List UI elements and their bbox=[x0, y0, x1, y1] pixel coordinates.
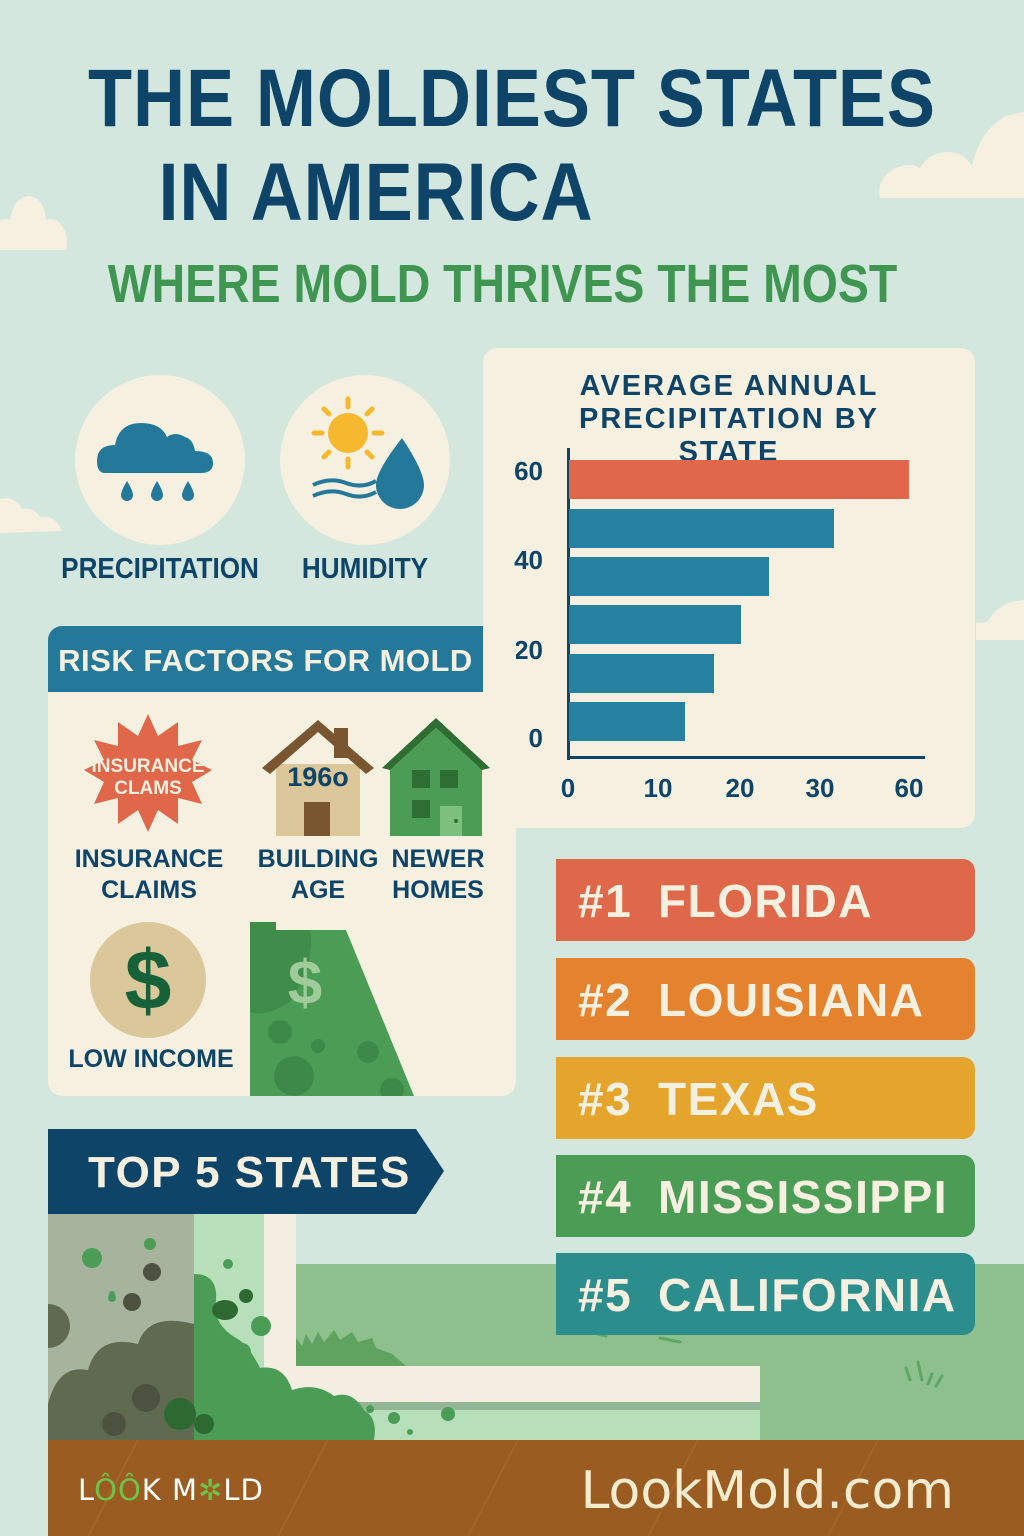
chart-bar-2 bbox=[569, 509, 834, 548]
green-grass-clump bbox=[296, 1330, 406, 1366]
y-tick-40: 40 bbox=[514, 545, 543, 575]
chart-title-text: AVERAGE ANNUAL PRECIPITATION BY STATE bbox=[579, 370, 879, 468]
precipitation-label: PRECIPITATION bbox=[61, 553, 259, 585]
starburst-icon bbox=[84, 714, 212, 832]
page-title-line1: THE MOLDIEST STATES bbox=[88, 53, 936, 144]
state-name: FLORIDA bbox=[658, 875, 873, 927]
building-age-label: BUILDING AGE bbox=[257, 845, 379, 904]
risk-factors-header bbox=[48, 626, 483, 692]
risk-factors-heading: RISK FACTORS FOR MOLD bbox=[58, 643, 473, 678]
chart-bar-4 bbox=[569, 605, 741, 644]
sun-humidity-drop-icon bbox=[311, 396, 424, 509]
old-house-icon bbox=[262, 720, 374, 836]
y-axis-line bbox=[567, 448, 570, 760]
cloud-decoration bbox=[879, 112, 1024, 198]
chart-bar-5 bbox=[569, 654, 714, 693]
risk-factors-panel: RISK FACTORS FOR MOLD INSURANCE CLAMS IN… bbox=[48, 626, 516, 1096]
low-income-label: LOW INCOME bbox=[68, 1045, 234, 1073]
mold-spore-icon: ✲ bbox=[198, 1473, 224, 1507]
rank-number: #1 bbox=[578, 875, 633, 927]
frame-shadow bbox=[258, 1402, 760, 1410]
lookmold-logo[interactable]: LÔÔK M✲LD bbox=[78, 1473, 264, 1507]
y-tick-60: 60 bbox=[514, 456, 543, 486]
rank-number: #5 bbox=[578, 1269, 633, 1321]
moldy-dollar-bill-icon: $ bbox=[250, 922, 414, 1096]
x-tick-60: 60 bbox=[894, 773, 924, 803]
rank-item-florida: #1 FLORIDA bbox=[556, 859, 975, 941]
x-tick-10: 10 bbox=[643, 773, 673, 803]
humidity-label: HUMIDITY bbox=[301, 553, 429, 585]
page-subtitle: WHERE MOLD THRIVES THE MOST bbox=[107, 254, 898, 314]
x-axis-line bbox=[567, 756, 925, 759]
rank-number: #3 bbox=[578, 1073, 633, 1125]
new-house-icon bbox=[382, 718, 490, 836]
y-tick-0: 0 bbox=[528, 723, 543, 753]
svg-text:$: $ bbox=[288, 949, 322, 1018]
state-name: TEXAS bbox=[658, 1073, 819, 1125]
top-states-banner-text: TOP 5 STATES bbox=[88, 1148, 411, 1197]
website-link[interactable]: LookMold.com bbox=[580, 1461, 954, 1521]
humidity-badge bbox=[280, 375, 450, 545]
eyes-icon: ÔÔ bbox=[94, 1473, 142, 1507]
rain-cloud-icon bbox=[97, 423, 213, 501]
rank-number: #2 bbox=[578, 974, 633, 1026]
newer-homes-label: NEWER HOMES bbox=[391, 845, 485, 904]
cloud-decoration bbox=[0, 196, 67, 250]
rank-item-louisiana: #2 LOUISIANA bbox=[556, 958, 975, 1040]
mold-spots-decoration bbox=[48, 1238, 455, 1440]
chart-bar-1 bbox=[569, 460, 909, 499]
rank-item-texas: #3 TEXAS bbox=[556, 1057, 975, 1139]
top-states-banner bbox=[48, 1129, 444, 1214]
starburst-text: INSURANCE CLAMS bbox=[91, 756, 205, 799]
chart-bar-3 bbox=[569, 557, 769, 596]
chart-title: AVERAGE ANNUAL PRECIPITATION BY STATE bbox=[483, 370, 975, 469]
house-year-text: 196o bbox=[287, 762, 349, 792]
chart-bar-6 bbox=[569, 702, 685, 741]
insurance-claims-label: INSURANCE CLAIMS bbox=[74, 845, 224, 904]
x-tick-20: 20 bbox=[725, 773, 755, 803]
state-name: LOUISIANA bbox=[658, 974, 925, 1026]
footer-soil: LÔÔK M✲LD LookMold.com bbox=[48, 1440, 1024, 1536]
y-tick-20: 20 bbox=[514, 635, 543, 665]
soil-texture-decoration bbox=[87, 1440, 879, 1536]
dollar-coin-icon: $ bbox=[90, 922, 206, 1038]
x-tick-0: 0 bbox=[560, 773, 576, 803]
x-tick-30: 30 bbox=[805, 773, 835, 803]
page-title-line2: IN AMERICA bbox=[158, 147, 594, 238]
precipitation-badge bbox=[75, 375, 245, 545]
rank-number: #4 bbox=[578, 1171, 633, 1223]
cloud-decoration bbox=[976, 600, 1024, 640]
rank-item-mississippi: #4 MISSISSIPPI bbox=[556, 1155, 975, 1237]
rank-item-california: #5 CALIFORNIA bbox=[556, 1253, 975, 1335]
state-name: CALIFORNIA bbox=[658, 1269, 957, 1321]
cloud-decoration bbox=[0, 498, 62, 533]
state-name: MISSISSIPPI bbox=[658, 1171, 949, 1223]
precipitation-chart-card: AVERAGE ANNUAL PRECIPITATION BY STATE 60… bbox=[483, 348, 975, 828]
